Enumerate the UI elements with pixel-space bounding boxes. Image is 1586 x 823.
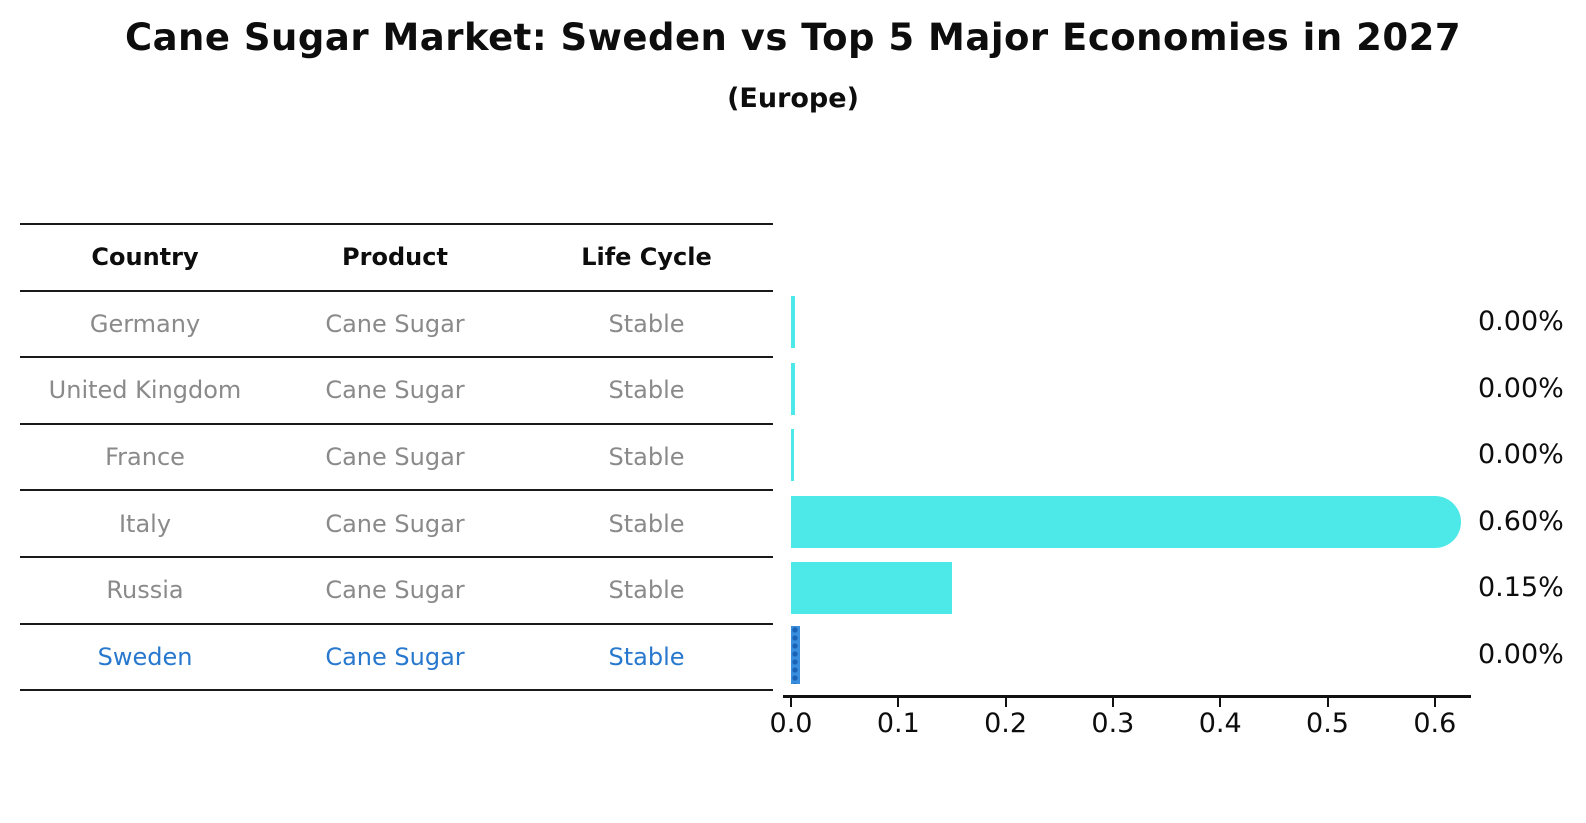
table-body: Germany Cane Sugar Stable United Kingdom Can… [20,292,773,692]
table-header-row: Country Product Life Cycle [20,225,773,292]
x-axis-tick-label: 0.1 [876,708,920,739]
table-row-sweden: Sweden Cane Sugar Stable [20,625,773,692]
value-label-italy: 0.60% [1478,505,1564,537]
column-header-life-cycle: Life Cycle [581,243,712,272]
x-axis-tick-label: 0.5 [1306,708,1349,739]
value-label-france: 0.00% [1478,439,1564,471]
bar-united-kingdom [791,362,795,415]
bar-france [791,429,794,482]
cell-product: Cane Sugar [325,642,465,671]
cell-life-cycle: Stable [608,443,685,472]
cell-country: United Kingdom [48,376,242,405]
cell-country: France [105,443,185,472]
table-row-france: France Cane Sugar Stable [20,425,773,492]
x-axis-line [783,695,1471,698]
chart-subtitle: (Europe) [727,83,859,114]
x-axis-tick [790,697,792,707]
table-row-russia: Russia Cane Sugar Stable [20,558,773,625]
chart-title: Cane Sugar Market: Sweden vs Top 5 Major… [124,16,1462,59]
table-row-united-kingdom: United Kingdom Cane Sugar Stable [20,358,773,425]
country-table: Country Product Life Cycle Germany Cane S… [20,223,773,692]
value-label-united-kingdom: 0.00% [1478,372,1564,404]
x-axis-tick [897,697,900,707]
x-axis-tick-label: 0.3 [1091,708,1135,739]
cell-country: Russia [106,576,184,605]
column-header-country: Country [91,243,199,272]
cell-life-cycle: Stable [608,376,685,405]
x-axis-tick [1326,697,1329,707]
x-axis-tick [1433,697,1436,707]
cell-country: Italy [118,509,172,538]
cell-life-cycle: Stable [608,509,685,538]
cell-life-cycle: Stable [608,576,685,605]
table-row-italy: Italy Cane Sugar Stable [20,491,773,558]
x-axis-tick-label: 0.4 [1198,708,1242,739]
bar-germany [791,296,795,348]
bar-russia [791,562,952,615]
value-label-germany: 0.00% [1478,305,1564,337]
bar-italy [791,495,1461,548]
x-axis-tick [1219,697,1222,707]
x-axis-tick-label: 0.6 [1413,708,1457,739]
cell-product: Cane Sugar [325,443,465,472]
cell-life-cycle: Stable [608,309,685,338]
column-header-product: Product [342,243,448,272]
cell-product: Cane Sugar [325,376,465,405]
cell-product: Cane Sugar [325,309,465,338]
x-axis-tick [1111,697,1114,707]
cell-country: Sweden [97,642,193,671]
x-axis-tick [1004,697,1007,707]
value-label-sweden: 0.00% [1478,638,1564,670]
cell-product: Cane Sugar [325,509,465,538]
cell-life-cycle: Stable [608,642,685,671]
x-axis-tick-label: 0.0 [769,708,813,739]
bar-sweden [791,626,800,684]
cell-product: Cane Sugar [325,576,465,605]
cell-country: Germany [89,309,201,338]
x-axis-tick-label: 0.2 [984,708,1028,739]
value-label-russia: 0.15% [1478,572,1564,604]
table-row-germany: Germany Cane Sugar Stable [20,292,773,359]
